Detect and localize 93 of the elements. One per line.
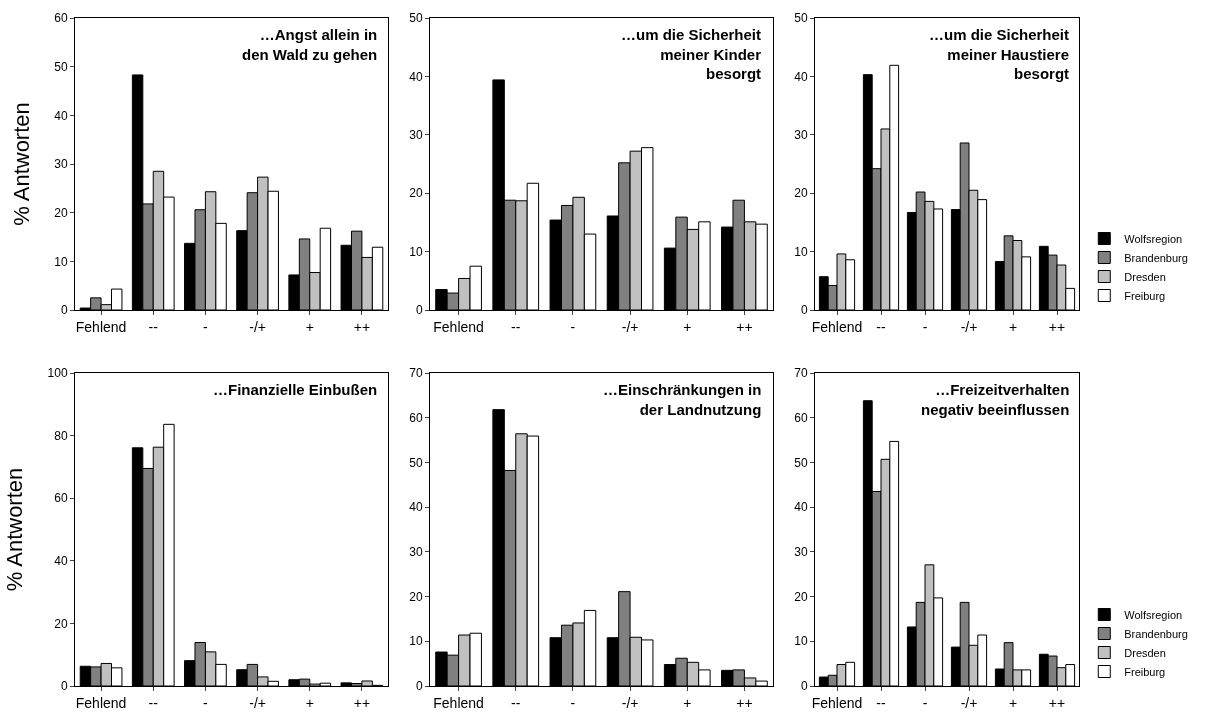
y-tick-label: 0 [60,679,68,694]
y-tick-label: 20 [54,616,68,631]
x-tick-label: -- [511,318,521,335]
x-tick-label: ++ [1048,318,1066,335]
legend-label: Dresden [1124,646,1166,659]
text: …um die Sicherheit meiner Kinder besorgt [621,26,762,82]
x-tick-label: -/+ [621,318,639,335]
text: …Freizeitverhalten negativ beeinflussen [921,381,1070,418]
y-tick-label: 20 [409,186,423,201]
y-tick-label: 10 [54,254,68,269]
x-tick-label: -/+ [621,694,639,711]
y-tick-label: 0 [800,303,808,318]
x-tick-label: -/+ [960,694,978,711]
legend-label: Freiburg [1124,665,1166,678]
x-tick-label: ++ [736,694,753,711]
y-tick-label: 10 [794,634,808,649]
y-tick-label: 40 [794,69,808,84]
x-tick-label: Fehlend [75,318,127,335]
y-tick-label: 30 [794,545,808,560]
legend-label: Wolfsregion [1124,232,1183,245]
x-tick-label: + [683,318,692,335]
y-tick-label: 50 [794,11,808,26]
legend-label: Brandenburg [1124,251,1188,264]
y-tick-label: 60 [409,410,423,425]
x-tick-label: -/+ [960,318,978,335]
x-tick-label: ++ [353,694,371,711]
y-tick-label: 20 [794,186,808,201]
x-tick-label: + [305,318,314,335]
y-tick-label: 10 [794,244,808,259]
x-tick-label: ++ [1048,694,1066,711]
y-tick-label: 30 [794,128,808,142]
y-axis-title: % Antworten [9,102,35,226]
x-tick-label: Fehlend [433,318,484,335]
y-tick-label: 30 [409,128,423,142]
y-tick-label: 50 [409,455,423,470]
x-tick-label: Fehlend [811,318,863,335]
x-tick-label: - [203,694,209,711]
x-tick-label: - [922,694,928,711]
x-tick-label: -- [876,694,886,711]
y-tick-label: 0 [415,303,423,318]
x-tick-label: Fehlend [433,694,484,711]
y-tick-label: 40 [54,554,68,568]
y-axis-title: % Antworten [2,467,28,592]
y-tick-label: 20 [794,589,808,604]
x-tick-label: - [922,318,928,335]
x-tick-label: -/+ [249,694,266,711]
x-tick-label: Fehlend [811,694,863,711]
y-tick-label: 60 [794,410,808,425]
y-tick-label: 10 [409,244,423,259]
text: …Finanzielle Einbußen [213,381,378,398]
y-tick-label: 60 [54,491,68,506]
x-tick-label: + [305,694,314,711]
x-tick-label: - [570,318,576,335]
y-tick-label: 0 [800,679,808,694]
x-tick-label: + [683,694,692,711]
y-tick-label: 70 [409,366,423,381]
y-tick-label: 20 [54,205,68,220]
legend-label: Brandenburg [1124,627,1188,640]
text: …um die Sicherheit meiner Haustiere besorgt [929,26,1070,82]
y-tick-label: 50 [409,11,423,26]
y-tick-label: 40 [54,108,68,123]
y-tick-label: 80 [54,428,68,443]
y-tick-label: 50 [54,59,68,74]
y-tick-label: 30 [409,545,423,560]
x-tick-label: -- [511,694,521,711]
x-tick-label: -- [148,694,159,711]
x-tick-label: -/+ [249,318,266,335]
y-tick-label: 40 [409,69,423,84]
y-tick-label: 30 [54,157,68,172]
x-tick-label: ++ [736,318,753,335]
x-tick-label: + [1008,318,1018,335]
x-tick-label: -- [148,318,159,335]
x-tick-label: -- [876,318,886,335]
y-tick-label: 0 [415,679,423,694]
x-tick-label: + [1008,694,1018,711]
y-tick-label: 10 [409,634,423,649]
x-tick-label: - [570,694,576,711]
x-tick-label: - [203,318,209,335]
legend-label: Dresden [1124,270,1166,283]
y-tick-label: 100 [47,366,68,381]
y-tick-label: 70 [794,366,808,381]
x-tick-label: Fehlend [75,694,127,711]
y-tick-label: 0 [60,303,68,318]
x-tick-label: ++ [353,318,371,335]
legend-label: Freiburg [1124,289,1166,302]
y-tick-label: 60 [54,11,68,26]
y-tick-label: 50 [794,455,808,470]
text: …Einschränkungen in der Landnutzung [603,381,762,418]
legend-label: Wolfsregion [1124,608,1183,621]
y-tick-label: 20 [409,589,423,604]
y-tick-label: 40 [794,500,808,515]
y-tick-label: 40 [409,500,423,515]
text: …Angst allein in den Wald zu gehen [242,26,378,63]
